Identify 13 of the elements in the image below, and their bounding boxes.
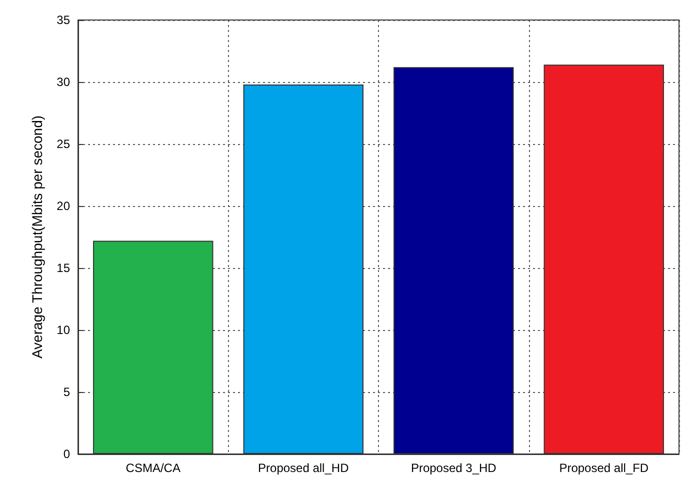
y-tick-label: 5	[63, 385, 70, 399]
y-tick-label: 15	[56, 261, 70, 275]
y-tick-label: 35	[56, 13, 70, 27]
y-axis-title: Average Throughput(Mbits per second)	[29, 115, 45, 359]
x-tick-label: CSMA/CA	[126, 461, 180, 475]
x-tick-label: Proposed all_HD	[258, 461, 350, 475]
y-tick-label: 0	[63, 447, 70, 461]
y-tick-label: 30	[56, 75, 70, 89]
y-tick-label: 10	[56, 323, 70, 337]
x-tick-label: Proposed all_FD	[559, 461, 649, 475]
x-tick-label: Proposed 3_HD	[410, 461, 497, 475]
y-tick-label: 20	[56, 199, 70, 213]
y-tick-label: 25	[56, 137, 70, 151]
